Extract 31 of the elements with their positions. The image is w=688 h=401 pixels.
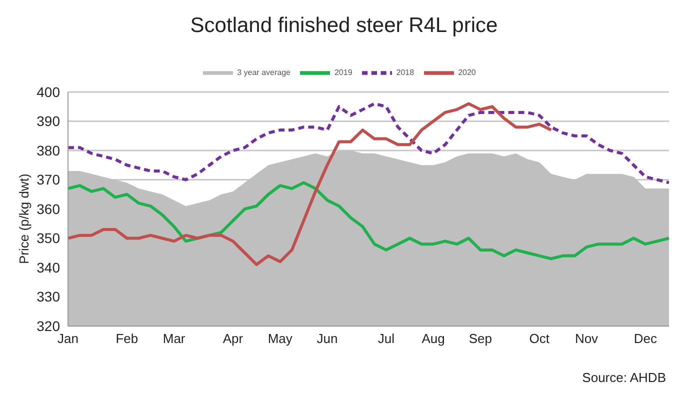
- x-tick-label: Jan: [58, 331, 78, 346]
- x-tick-label: Jun: [316, 331, 338, 346]
- legend-label: 2018: [396, 68, 414, 78]
- x-tick-label: Sep: [468, 331, 492, 346]
- x-tick-label: Feb: [116, 331, 138, 346]
- line-series: [68, 102, 553, 266]
- x-tick-label: Mar: [162, 331, 186, 346]
- y-tick-label: 380: [36, 142, 60, 158]
- x-tick-label: Oct: [529, 331, 550, 346]
- x-tick-label: Apr: [222, 331, 244, 346]
- y-tick-label: 320: [36, 318, 60, 334]
- x-tick-label: Aug: [422, 331, 445, 346]
- x-tick-label: Dec: [634, 331, 658, 346]
- y-axis-title: Price (p/kg dwt): [16, 174, 32, 264]
- x-tick-label: Jul: [378, 331, 395, 346]
- source-note: Source: AHDB: [582, 370, 666, 385]
- y-tick-label: 400: [36, 84, 60, 100]
- line-series: [68, 102, 669, 184]
- legend-label: 3 year average: [237, 68, 290, 78]
- legend-label: 2019: [334, 68, 352, 78]
- y-tick-label: 340: [36, 259, 60, 276]
- legend-label: 2020: [458, 68, 476, 78]
- y-tick-label: 330: [36, 288, 60, 305]
- x-tick-label: May: [268, 331, 293, 346]
- x-tick-label: Nov: [574, 331, 599, 346]
- line-series: [68, 181, 669, 260]
- y-tick-label: 350: [36, 230, 60, 246]
- y-tick-label: 370: [36, 172, 60, 188]
- y-tick-label: 390: [36, 113, 60, 130]
- chart-title: Scotland finished steer R4L price: [189, 14, 499, 38]
- y-tick-label: 360: [36, 200, 60, 217]
